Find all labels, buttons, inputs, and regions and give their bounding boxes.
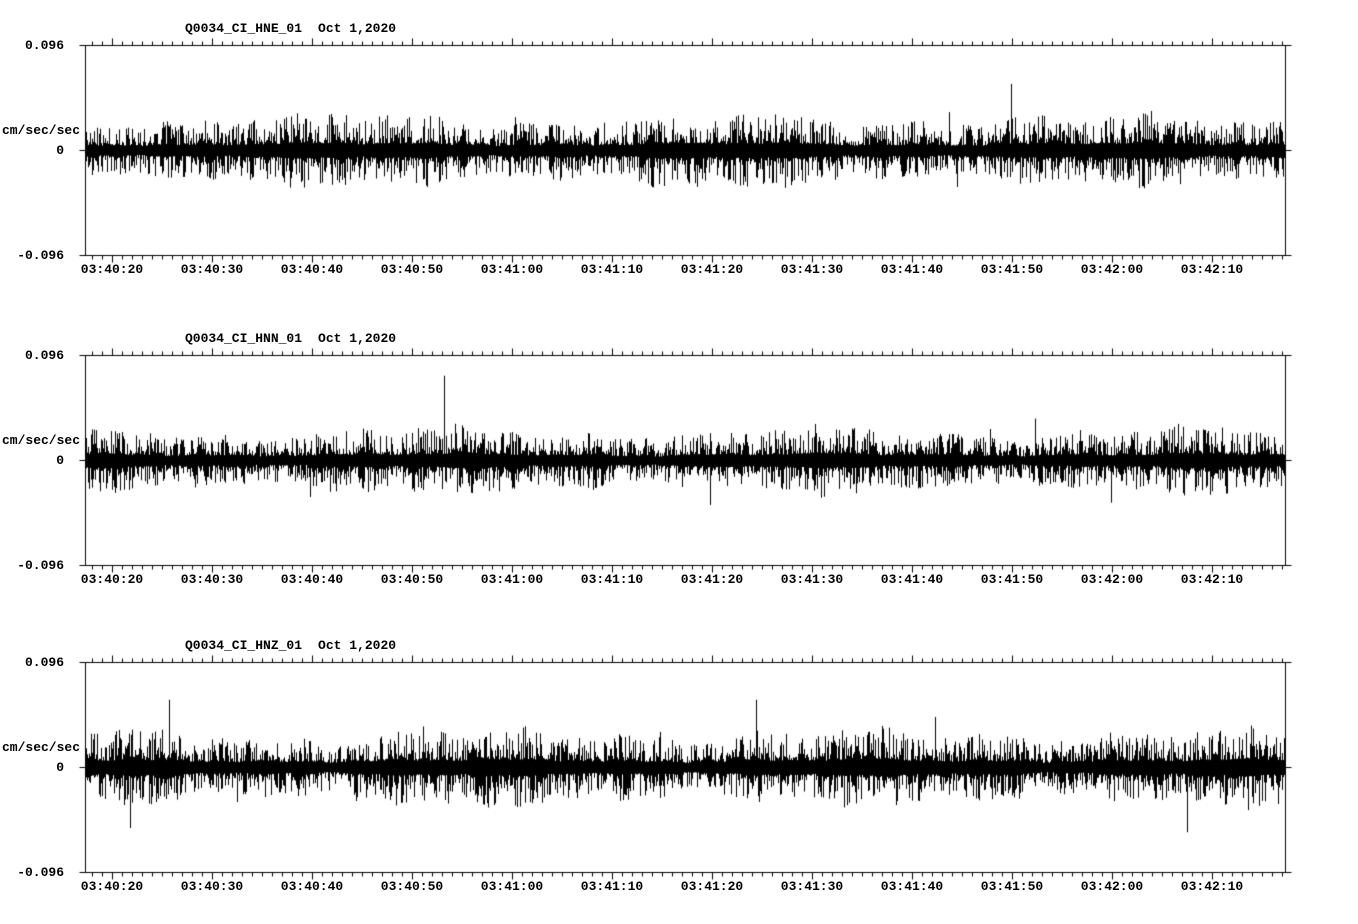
x-tick-label: 03:40:40 <box>280 262 344 277</box>
x-axis-labels: 03:40:20 03:40:30 03:40:40 03:40:50 03:41:00… <box>0 262 1358 278</box>
waveform-canvas-hnz <box>75 652 1295 882</box>
x-tick-label: 03:42:10 <box>1180 879 1244 894</box>
x-tick-label: 03:40:50 <box>380 572 444 587</box>
y-tick-label-zero: 0 <box>56 760 64 775</box>
x-tick-label: 03:42:00 <box>1080 262 1144 277</box>
chart-date: Oct 1,2020 <box>318 21 397 36</box>
x-tick-label: 03:40:40 <box>280 572 344 587</box>
y-axis-units-label: cm/sec/sec <box>2 123 81 138</box>
x-tick-label: 03:41:50 <box>980 879 1044 894</box>
y-tick-label-min: -0.096 <box>17 865 64 880</box>
x-tick-label: 03:41:10 <box>580 262 644 277</box>
chart-title: Q0034_CI_HNN_01 Oct 1,2020 <box>185 331 396 346</box>
chart-date: Oct 1,2020 <box>318 331 397 346</box>
x-tick-label: 03:40:50 <box>380 879 444 894</box>
x-axis-labels: 03:40:20 03:40:30 03:40:40 03:40:50 03:41:00… <box>0 572 1358 588</box>
y-tick-label-min: -0.096 <box>17 558 64 573</box>
seismogram-chart-hne: Q0034_CI_HNE_01 Oct 1,2020 0.096 cm/sec/s… <box>0 0 1358 300</box>
waveform-canvas-hne <box>75 35 1295 265</box>
chart-title: Q0034_CI_HNE_01 Oct 1,2020 <box>185 21 396 36</box>
y-tick-label-min: -0.096 <box>17 248 64 263</box>
waveform-canvas-hnn <box>75 345 1295 575</box>
x-tick-label: 03:41:40 <box>880 879 944 894</box>
y-tick-label-max: 0.096 <box>24 38 64 53</box>
x-tick-label: 03:41:20 <box>680 262 744 277</box>
x-tick-label: 03:41:30 <box>780 879 844 894</box>
x-tick-label: 03:40:20 <box>80 572 144 587</box>
x-tick-label: 03:41:50 <box>980 262 1044 277</box>
y-tick-label-max: 0.096 <box>24 655 64 670</box>
x-tick-label: 03:41:30 <box>780 262 844 277</box>
chart-date: Oct 1,2020 <box>318 638 397 653</box>
x-tick-label: 03:41:10 <box>580 572 644 587</box>
x-tick-label: 03:41:20 <box>680 572 744 587</box>
x-tick-label: 03:40:50 <box>380 262 444 277</box>
chart-title: Q0034_CI_HNZ_01 Oct 1,2020 <box>185 638 396 653</box>
channel-name: Q0034_CI_HNN_01 <box>185 331 303 346</box>
x-tick-label: 03:41:10 <box>580 879 644 894</box>
x-tick-label: 03:41:40 <box>880 262 944 277</box>
y-tick-label-zero: 0 <box>56 143 64 158</box>
seismogram-chart-hnz: Q0034_CI_HNZ_01 Oct 1,2020 0.096 cm/sec/s… <box>0 617 1358 917</box>
x-tick-label: 03:41:20 <box>680 879 744 894</box>
x-tick-label: 03:41:30 <box>780 572 844 587</box>
x-tick-label: 03:41:00 <box>480 572 544 587</box>
x-tick-label: 03:40:40 <box>280 879 344 894</box>
x-tick-label: 03:40:30 <box>180 572 244 587</box>
x-tick-label: 03:42:10 <box>1180 262 1244 277</box>
x-tick-label: 03:42:10 <box>1180 572 1244 587</box>
channel-name: Q0034_CI_HNZ_01 <box>185 638 303 653</box>
x-tick-label: 03:41:40 <box>880 572 944 587</box>
x-tick-label: 03:41:00 <box>480 879 544 894</box>
x-tick-label: 03:40:20 <box>80 879 144 894</box>
x-tick-label: 03:40:30 <box>180 879 244 894</box>
y-axis-units-label: cm/sec/sec <box>2 740 81 755</box>
x-tick-label: 03:42:00 <box>1080 879 1144 894</box>
x-tick-label: 03:41:50 <box>980 572 1044 587</box>
x-axis-labels: 03:40:20 03:40:30 03:40:40 03:40:50 03:41:00… <box>0 879 1358 895</box>
seismogram-chart-hnn: Q0034_CI_HNN_01 Oct 1,2020 0.096 cm/sec/s… <box>0 310 1358 610</box>
channel-name: Q0034_CI_HNE_01 <box>185 21 303 36</box>
x-tick-label: 03:41:00 <box>480 262 544 277</box>
x-tick-label: 03:40:30 <box>180 262 244 277</box>
y-axis-units-label: cm/sec/sec <box>2 433 81 448</box>
y-tick-label-max: 0.096 <box>24 348 64 363</box>
x-tick-label: 03:42:00 <box>1080 572 1144 587</box>
y-tick-label-zero: 0 <box>56 453 64 468</box>
x-tick-label: 03:40:20 <box>80 262 144 277</box>
